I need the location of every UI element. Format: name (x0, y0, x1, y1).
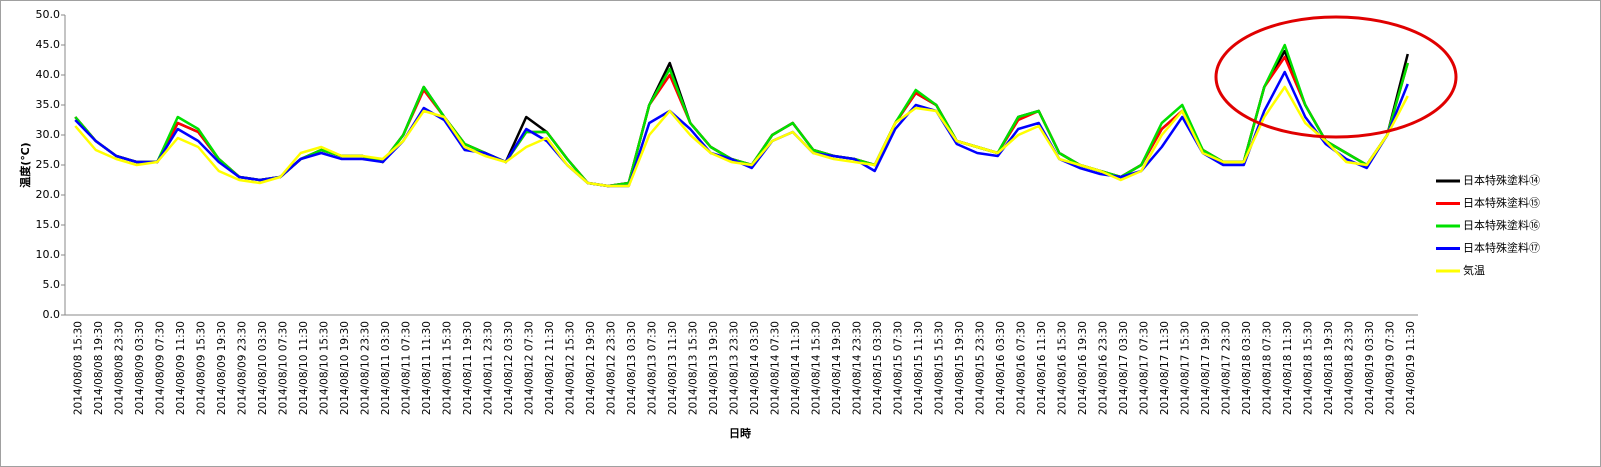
x-tick-label: 2014/08/14 07:30 (769, 321, 781, 415)
y-tick-label: 40.0 (36, 68, 61, 81)
x-tick-label: 2014/08/09 11:30 (175, 321, 187, 415)
x-tick-label: 2014/08/14 11:30 (790, 321, 802, 415)
x-axis-label: 日時 (729, 426, 751, 440)
x-tick-label: 2014/08/11 19:30 (462, 321, 474, 415)
x-tick-label: 2014/08/10 03:30 (257, 321, 269, 415)
x-tick-label: 2014/08/18 19:30 (1323, 321, 1335, 415)
legend-label: 日本特殊塗料⑰ (1463, 241, 1540, 255)
x-tick-label: 2014/08/12 03:30 (503, 321, 515, 415)
legend-label: 日本特殊塗料⑮ (1463, 196, 1540, 210)
y-tick-label: 20.0 (36, 188, 61, 201)
x-tick-label: 2014/08/10 23:30 (359, 321, 371, 415)
x-tick-label: 2014/08/10 15:30 (318, 321, 330, 415)
legend-label: 気温 (1463, 263, 1485, 277)
x-tick-label: 2014/08/09 07:30 (154, 321, 166, 415)
x-tick-label: 2014/08/19 03:30 (1364, 321, 1376, 415)
x-tick-label: 2014/08/13 03:30 (626, 321, 638, 415)
x-tick-label: 2014/08/17 11:30 (1159, 321, 1171, 415)
x-tick-label: 2014/08/18 11:30 (1282, 321, 1294, 415)
x-tick-label: 2014/08/15 23:30 (974, 321, 986, 415)
legend-label: 日本特殊塗料⑯ (1463, 218, 1540, 232)
x-tick-label: 2014/08/16 11:30 (1036, 321, 1048, 415)
x-tick-label: 2014/08/15 07:30 (892, 321, 904, 415)
x-tick-label: 2014/08/14 23:30 (851, 321, 863, 415)
x-tick-label: 2014/08/17 19:30 (1200, 321, 1212, 415)
x-tick-label: 2014/08/13 19:30 (708, 321, 720, 415)
x-tick-label: 2014/08/12 23:30 (605, 321, 617, 415)
y-tick-label: 35.0 (36, 98, 61, 111)
y-tick-label: 30.0 (36, 128, 61, 141)
x-tick-label: 2014/08/16 07:30 (1015, 321, 1027, 415)
x-tick-label: 2014/08/16 15:30 (1056, 321, 1068, 415)
x-tick-label: 2014/08/15 19:30 (954, 321, 966, 415)
y-tick-label: 25.0 (36, 158, 61, 171)
x-tick-label: 2014/08/10 07:30 (277, 321, 289, 415)
x-tick-label: 2014/08/12 15:30 (564, 321, 576, 415)
x-tick-label: 2014/08/16 19:30 (1077, 321, 1089, 415)
y-axis-label: 温度(℃) (18, 142, 32, 187)
x-tick-label: 2014/08/15 11:30 (913, 321, 925, 415)
x-tick-label: 2014/08/13 07:30 (646, 321, 658, 415)
x-tick-label: 2014/08/13 15:30 (687, 321, 699, 415)
x-tick-label: 2014/08/17 15:30 (1179, 321, 1191, 415)
x-tick-label: 2014/08/11 15:30 (441, 321, 453, 415)
y-tick-label: 0.0 (43, 308, 61, 321)
x-tick-label: 2014/08/12 19:30 (585, 321, 597, 415)
legend-label: 日本特殊塗料⑭ (1463, 173, 1540, 187)
x-tick-label: 2014/08/18 07:30 (1261, 321, 1273, 415)
y-tick-label: 50.0 (36, 8, 61, 21)
x-tick-label: 2014/08/17 07:30 (1138, 321, 1150, 415)
x-tick-label: 2014/08/12 11:30 (544, 321, 556, 415)
x-tick-label: 2014/08/10 11:30 (298, 321, 310, 415)
x-tick-label: 2014/08/09 15:30 (195, 321, 207, 415)
x-tick-label: 2014/08/09 23:30 (236, 321, 248, 415)
x-tick-label: 2014/08/15 03:30 (872, 321, 884, 415)
plot-area: 0.0 5.0 10.0 15.0 20.0 25.0 30.0 35.0 40.0 45.0 50… (36, 8, 1418, 415)
x-tick-label: 2014/08/09 03:30 (134, 321, 146, 415)
x-tick-label: 2014/08/08 15:30 (72, 321, 84, 415)
x-tick-label: 2014/08/12 07:30 (523, 321, 535, 415)
x-tick-label: 2014/08/17 03:30 (1118, 321, 1130, 415)
x-tick-label: 2014/08/14 03:30 (749, 321, 761, 415)
x-tick-label: 2014/08/18 15:30 (1302, 321, 1314, 415)
highlight-ellipse (1214, 15, 1458, 139)
x-tick-label: 2014/08/08 19:30 (93, 321, 105, 415)
y-tick-label: 15.0 (36, 218, 61, 231)
x-tick-label: 2014/08/15 15:30 (933, 321, 945, 415)
x-tick-label: 2014/08/18 23:30 (1343, 321, 1355, 415)
x-tick-label: 2014/08/13 11:30 (667, 321, 679, 415)
x-tick-label: 2014/08/11 23:30 (482, 321, 494, 415)
y-tick-label: 45.0 (36, 38, 61, 51)
y-tick-label: 10.0 (36, 248, 61, 261)
x-tick-label: 2014/08/14 19:30 (831, 321, 843, 415)
series-line (74, 85, 1409, 188)
x-tick-label: 2014/08/19 11:30 (1405, 321, 1417, 415)
x-tick-label: 2014/08/13 23:30 (728, 321, 740, 415)
x-tick-label: 2014/08/09 19:30 (216, 321, 228, 415)
x-tick-label: 2014/08/11 11:30 (421, 321, 433, 415)
x-tick-label: 2014/08/16 03:30 (995, 321, 1007, 415)
x-tick-label: 2014/08/10 19:30 (339, 321, 351, 415)
x-tick-label: 2014/08/18 03:30 (1241, 321, 1253, 415)
x-tick-label: 2014/08/16 23:30 (1097, 321, 1109, 415)
x-tick-label: 2014/08/14 15:30 (810, 321, 822, 415)
x-tick-label: 2014/08/11 03:30 (380, 321, 392, 415)
x-tick-label: 2014/08/11 07:30 (400, 321, 412, 415)
x-tick-label: 2014/08/08 23:30 (113, 321, 125, 415)
x-tick-label: 2014/08/17 23:30 (1220, 321, 1232, 415)
x-tick-label: 2014/08/19 07:30 (1384, 321, 1396, 415)
y-tick-label: 5.0 (43, 278, 61, 291)
